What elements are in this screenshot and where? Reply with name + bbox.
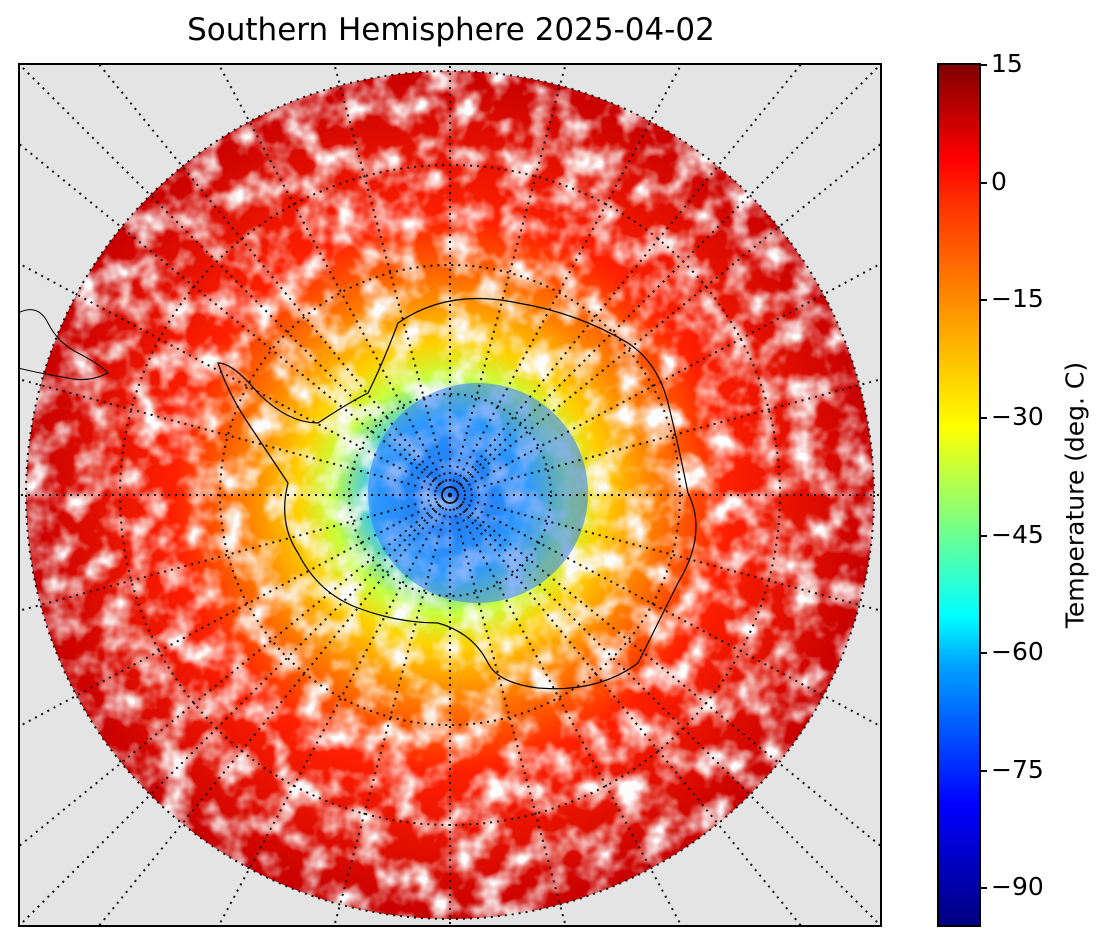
antarctica-interior [368,383,588,603]
colorbar [937,63,981,927]
colorbar-tick-label: −90 [991,872,1044,901]
colorbar-tick-label: −45 [991,520,1044,549]
colorbar-tick-label: −30 [991,402,1044,431]
graticule [18,63,882,927]
colorbar-tick-label: −60 [991,637,1044,666]
map-title: Southern Hemisphere 2025-04-02 [187,12,715,48]
colorbar-label: Temperature (deg. C) [1060,361,1090,629]
colorbar-tick-label: 0 [991,167,1007,196]
colorbar-tick-label: −75 [991,755,1044,784]
colorbar-tick-label: 15 [991,49,1023,78]
map-border [18,63,882,927]
polar-map [18,63,882,927]
colorbar-tick-label: −15 [991,284,1044,313]
south-america-tip [18,309,109,381]
